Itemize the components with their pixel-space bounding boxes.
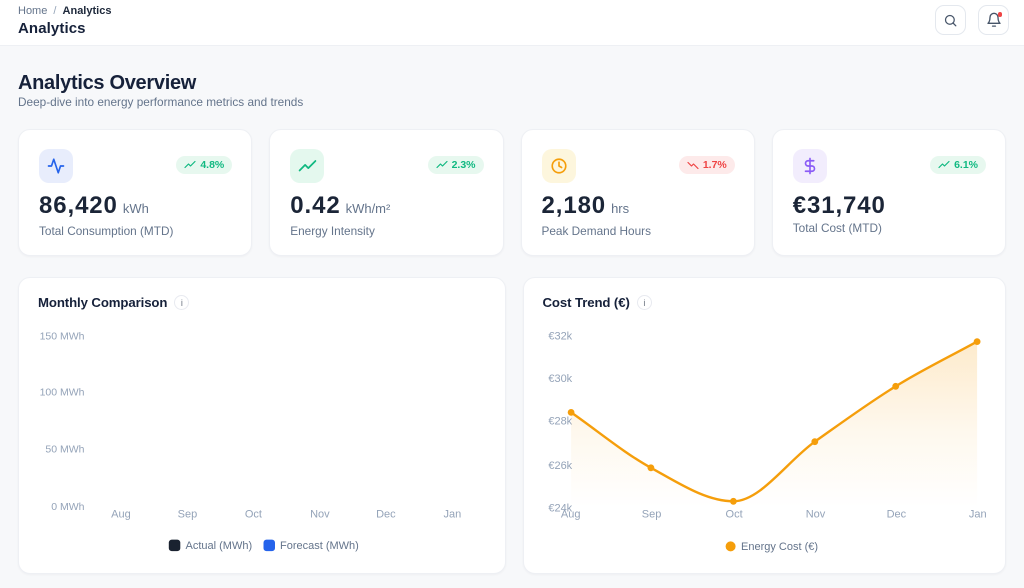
svg-text:Sep: Sep xyxy=(178,509,198,521)
svg-text:100 MWh: 100 MWh xyxy=(40,387,85,399)
svg-text:Actual (MWh): Actual (MWh) xyxy=(186,540,253,552)
svg-text:Nov: Nov xyxy=(310,509,330,521)
svg-text:Jan: Jan xyxy=(444,509,462,521)
svg-text:150 MWh: 150 MWh xyxy=(40,331,85,343)
svg-text:0 MWh: 0 MWh xyxy=(51,501,84,513)
svg-text:Dec: Dec xyxy=(376,509,396,521)
svg-text:50 MWh: 50 MWh xyxy=(45,443,84,455)
svg-text:Oct: Oct xyxy=(725,509,742,521)
svg-text:Sep: Sep xyxy=(641,509,661,521)
svg-text:€28k: €28k xyxy=(548,416,572,428)
svg-text:€32k: €32k xyxy=(548,331,572,343)
svg-text:Nov: Nov xyxy=(805,509,825,521)
svg-text:Aug: Aug xyxy=(560,509,580,521)
svg-text:Forecast (MWh): Forecast (MWh) xyxy=(280,540,359,552)
svg-text:€26k: €26k xyxy=(548,460,572,472)
svg-text:€24k: €24k xyxy=(548,502,572,514)
svg-text:Oct: Oct xyxy=(245,509,262,521)
svg-text:Dec: Dec xyxy=(886,509,906,521)
svg-text:Energy Cost (€): Energy Cost (€) xyxy=(741,541,818,553)
svg-text:Jan: Jan xyxy=(968,509,986,521)
svg-text:€30k: €30k xyxy=(548,373,572,385)
svg-text:Aug: Aug xyxy=(111,509,131,521)
